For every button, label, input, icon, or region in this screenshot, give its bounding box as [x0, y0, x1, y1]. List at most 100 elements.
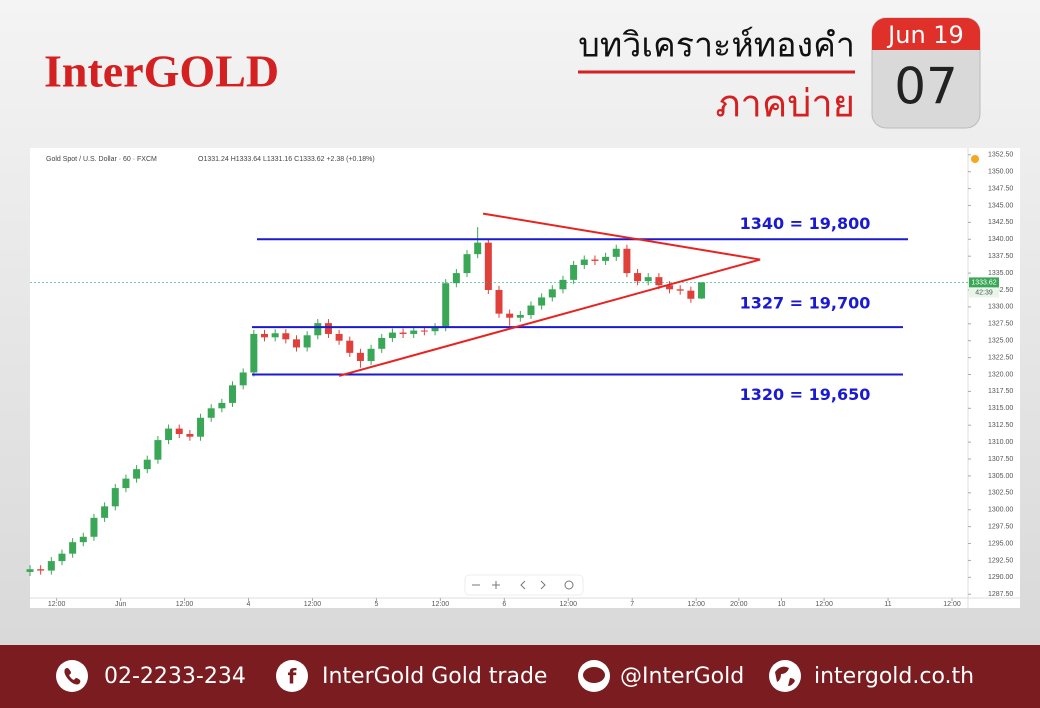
- ohlc-legend: O1331.24 H1333.64 L1331.16 C1333.62 +2.3…: [198, 156, 375, 163]
- candle-body: [516, 315, 524, 318]
- candle-body: [463, 254, 471, 274]
- x-tick-label: 12:00: [943, 601, 961, 608]
- candle-body: [69, 542, 77, 554]
- title: บทวิเคราะห์ทองคำ: [578, 26, 855, 66]
- candle-body: [602, 256, 610, 261]
- last-price-box: [969, 277, 999, 288]
- x-tick-label: Jun: [115, 601, 126, 608]
- y-tick-label: 1312.50: [988, 422, 1013, 429]
- countdown-label: 42:39: [975, 289, 993, 296]
- candle-body: [666, 285, 674, 290]
- toolbar-bg: [464, 574, 584, 596]
- trend-line: [482, 212, 761, 261]
- candle-body: [154, 440, 162, 460]
- footer: [0, 645, 1040, 708]
- facebook-icon: [276, 660, 308, 692]
- chart-toolbar: [464, 574, 584, 596]
- scroll-left[interactable]: [520, 580, 526, 590]
- phone-glyph: [64, 668, 81, 685]
- x-tick-label: 10: [778, 601, 786, 608]
- candle-body: [314, 323, 322, 336]
- alert-icon[interactable]: [971, 155, 979, 163]
- calendar-day: 07: [894, 58, 958, 116]
- y-tick-label: 1300.00: [988, 507, 1013, 514]
- y-tick-label: 1295.00: [988, 540, 1013, 547]
- y-tick-label: 1297.50: [988, 523, 1013, 530]
- candle-body: [335, 333, 343, 341]
- chart-panel: [30, 148, 1020, 608]
- zoom-in[interactable]: [492, 581, 500, 589]
- candle-body: [399, 332, 407, 334]
- candle-body: [495, 289, 503, 314]
- logo: InterGOLD: [44, 46, 279, 97]
- y-tick-label: 1322.50: [988, 354, 1013, 361]
- countdown-box: [969, 287, 999, 298]
- line-glyph: [583, 667, 605, 683]
- x-tick-label: 12:00: [48, 601, 66, 608]
- candle-body: [133, 469, 141, 479]
- candle-body: [79, 536, 87, 543]
- candle-body: [250, 333, 258, 373]
- candle-body: [367, 348, 375, 361]
- level-label: 1327 = 19,700: [740, 294, 871, 313]
- candle-body: [676, 289, 684, 291]
- candle-body: [229, 385, 237, 403]
- y-tick-label: 1352.50: [988, 152, 1013, 159]
- candle-body: [388, 332, 396, 338]
- subtitle: ภาคบ่าย: [715, 82, 855, 126]
- candle-body: [698, 282, 706, 299]
- candle-body: [612, 248, 620, 257]
- x-tick-label: 5: [374, 601, 378, 608]
- candle-body: [634, 273, 642, 282]
- y-tick-label: 1307.50: [988, 456, 1013, 463]
- y-tick-label: 1310.00: [988, 439, 1013, 446]
- x-tick-label: 7: [630, 601, 634, 608]
- x-tick-label: 4: [247, 601, 251, 608]
- y-tick-label: 1320.00: [988, 371, 1013, 378]
- candle-body: [101, 506, 109, 518]
- candle-body: [165, 428, 173, 441]
- y-tick-label: 1302.50: [988, 490, 1013, 497]
- candle-body: [47, 561, 55, 571]
- candle-body: [143, 459, 151, 470]
- y-tick-label: 1327.50: [988, 321, 1013, 328]
- candle-body: [623, 248, 631, 274]
- candle-body: [111, 488, 119, 507]
- x-tick-label: 12:00: [176, 601, 194, 608]
- candle-body: [580, 259, 588, 265]
- candle-body: [548, 289, 556, 298]
- y-tick-label: 1350.00: [988, 169, 1013, 176]
- candle-body: [356, 352, 364, 361]
- calendar-top: [872, 18, 980, 50]
- y-tick-label: 1337.50: [988, 253, 1013, 260]
- candle-body: [282, 333, 290, 340]
- y-tick-label: 1315.00: [988, 405, 1013, 412]
- chart-legend: Gold Spot / U.S. Dollar · 60 · FXCM: [46, 156, 157, 163]
- candle-body: [207, 408, 215, 418]
- candle-body: [410, 330, 418, 334]
- candle-body: [484, 242, 492, 290]
- phone-icon: [56, 660, 88, 692]
- y-tick-label: 1347.50: [988, 185, 1013, 192]
- candle-body: [527, 305, 535, 316]
- y-tick-label: 1287.50: [988, 591, 1013, 598]
- candle-body: [122, 478, 130, 489]
- scroll-right[interactable]: [540, 580, 546, 590]
- candle-body: [175, 428, 183, 434]
- candle-body: [655, 277, 663, 286]
- candle-body: [324, 323, 332, 334]
- reset[interactable]: [564, 580, 574, 590]
- candle-body: [271, 333, 279, 338]
- candle-body: [90, 517, 98, 537]
- candle-body: [538, 297, 546, 306]
- x-tick-label: 12:00: [815, 601, 833, 608]
- x-tick-label: 20:00: [730, 601, 748, 608]
- candle-body: [58, 553, 66, 562]
- candle-body: [591, 259, 599, 261]
- candle-body: [292, 339, 300, 348]
- y-tick-label: 1335.00: [988, 270, 1013, 277]
- plot: 1287.50 1290.00 1292.50 1295.00 1297.50 1300.…: [26, 152, 1013, 608]
- candle-body: [239, 372, 247, 386]
